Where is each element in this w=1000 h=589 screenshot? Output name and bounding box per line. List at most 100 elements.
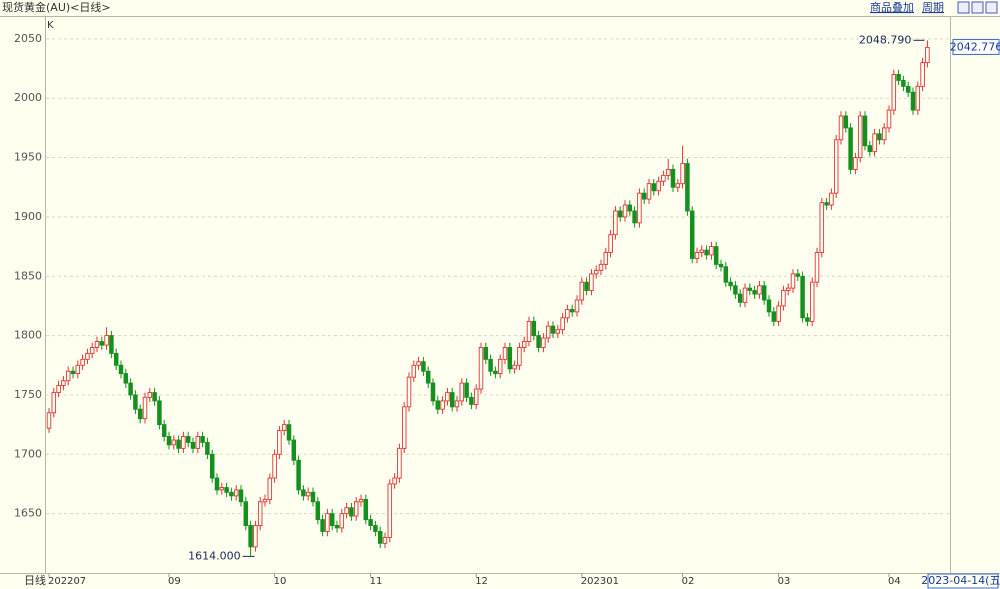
candle-body [627, 204, 633, 212]
y-tick-label: 1800 [14, 329, 42, 342]
candle-body [464, 382, 469, 398]
candle-body [205, 441, 210, 455]
candle-body [838, 115, 844, 141]
candle-body [425, 370, 431, 384]
candle [843, 111, 849, 133]
candle-body [166, 436, 172, 446]
candle-body [742, 287, 748, 303]
candle-body [771, 311, 777, 322]
candle-body [382, 536, 388, 544]
candle [747, 283, 753, 296]
candle [862, 111, 868, 151]
candle-body [881, 127, 887, 141]
window-buttons[interactable] [957, 1, 998, 14]
candle-body [80, 358, 85, 366]
candle-body [608, 234, 613, 253]
candle-body [267, 477, 273, 500]
candle [689, 206, 695, 264]
candle [416, 356, 421, 371]
candle-body [315, 501, 321, 521]
candle [94, 336, 100, 353]
candle-body [133, 394, 138, 410]
candle-body [685, 163, 690, 212]
candle-body [377, 531, 383, 544]
candle-body [867, 145, 873, 153]
candle-body [728, 281, 733, 287]
candle [118, 360, 124, 379]
candle [905, 81, 911, 98]
candle [421, 356, 426, 376]
candle [185, 431, 191, 448]
x-tick-label: 02 [682, 576, 695, 587]
candle [704, 245, 709, 260]
candle-body [171, 439, 177, 446]
candle-body [497, 358, 503, 375]
x-tick-label: 03 [778, 576, 791, 587]
candle-body [555, 329, 561, 334]
candle [891, 69, 897, 115]
candle-body [85, 352, 90, 360]
max-label: 2048.790 [859, 33, 912, 46]
candle-body [656, 180, 661, 192]
candle-body [392, 477, 397, 485]
candle [819, 197, 825, 258]
candle-body [421, 361, 426, 372]
candle-body [593, 269, 599, 275]
candle-body [680, 163, 685, 185]
candle-body [368, 519, 373, 526]
candle-body [104, 335, 109, 346]
candle [579, 277, 585, 305]
candle [613, 206, 618, 240]
candle [320, 514, 325, 537]
candle [296, 455, 301, 495]
candle [872, 129, 877, 157]
candle-body [757, 285, 762, 295]
candle-body [329, 513, 335, 526]
candle-body [579, 281, 585, 301]
candle [281, 419, 287, 436]
candle-body [344, 507, 349, 515]
candle [99, 336, 105, 350]
candle [589, 269, 594, 296]
button[interactable] [971, 1, 984, 14]
candle-body [229, 491, 234, 497]
candle-body [272, 453, 277, 479]
candle-body [411, 364, 417, 378]
candle-body [565, 309, 570, 319]
candle-body [430, 382, 436, 402]
chart-title: 现货黄金(AU)<日线> [2, 0, 111, 14]
menu-link[interactable]: 商品叠加 [870, 0, 914, 14]
candle [493, 366, 498, 379]
candle-body [243, 501, 249, 526]
candle-body [545, 325, 551, 339]
candle [497, 354, 503, 379]
x-tick-label: 04 [888, 576, 901, 587]
candle-body [872, 133, 877, 153]
candle-body [848, 127, 853, 170]
candle [565, 304, 570, 323]
candle [699, 245, 705, 258]
candle-body [281, 424, 287, 432]
button[interactable] [985, 1, 998, 14]
candle-body [152, 392, 157, 402]
candle [161, 419, 167, 442]
candle [329, 508, 335, 531]
candle [853, 152, 858, 175]
menu-link[interactable]: 周期 [922, 1, 944, 14]
candle-body [920, 62, 925, 87]
candle-body [733, 285, 738, 295]
x-tick-label: 12 [475, 576, 488, 587]
candle [334, 520, 340, 533]
candle [200, 431, 205, 448]
candle-body [584, 281, 589, 291]
button[interactable] [957, 1, 970, 14]
candle-body [142, 396, 148, 420]
candle-body [224, 487, 229, 493]
candle [387, 479, 393, 543]
candle [152, 387, 157, 406]
candle [473, 384, 479, 410]
candle [627, 200, 633, 216]
candle-body [526, 320, 532, 342]
candle-body [56, 385, 61, 394]
candle-body [238, 489, 244, 503]
